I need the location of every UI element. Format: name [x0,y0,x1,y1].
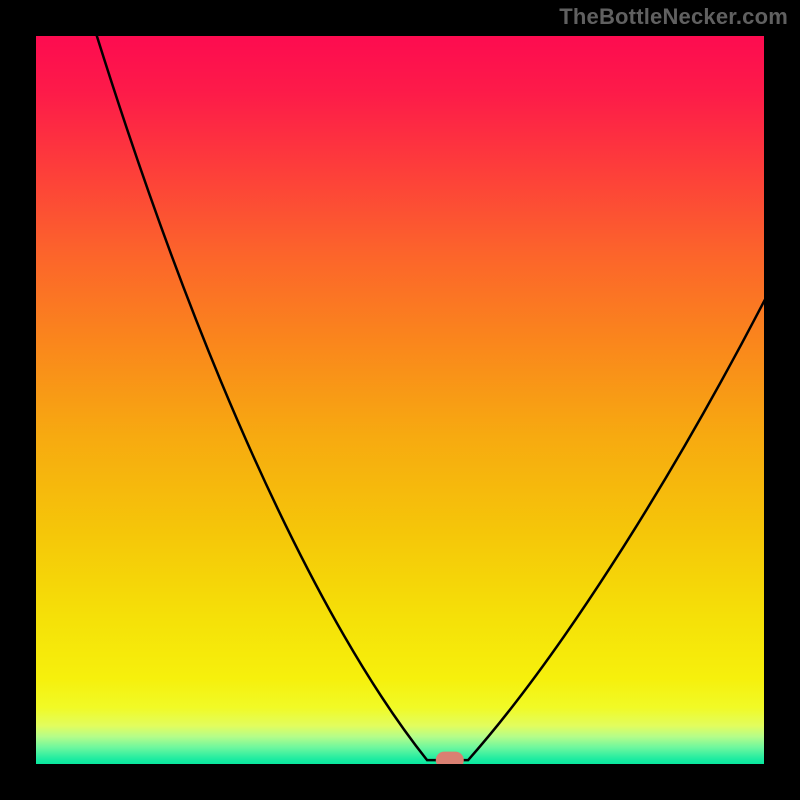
bottleneck-chart [0,0,800,800]
watermark-text: TheBottleNecker.com [559,4,788,30]
plot-background [34,34,766,766]
chart-container: TheBottleNecker.com [0,0,800,800]
